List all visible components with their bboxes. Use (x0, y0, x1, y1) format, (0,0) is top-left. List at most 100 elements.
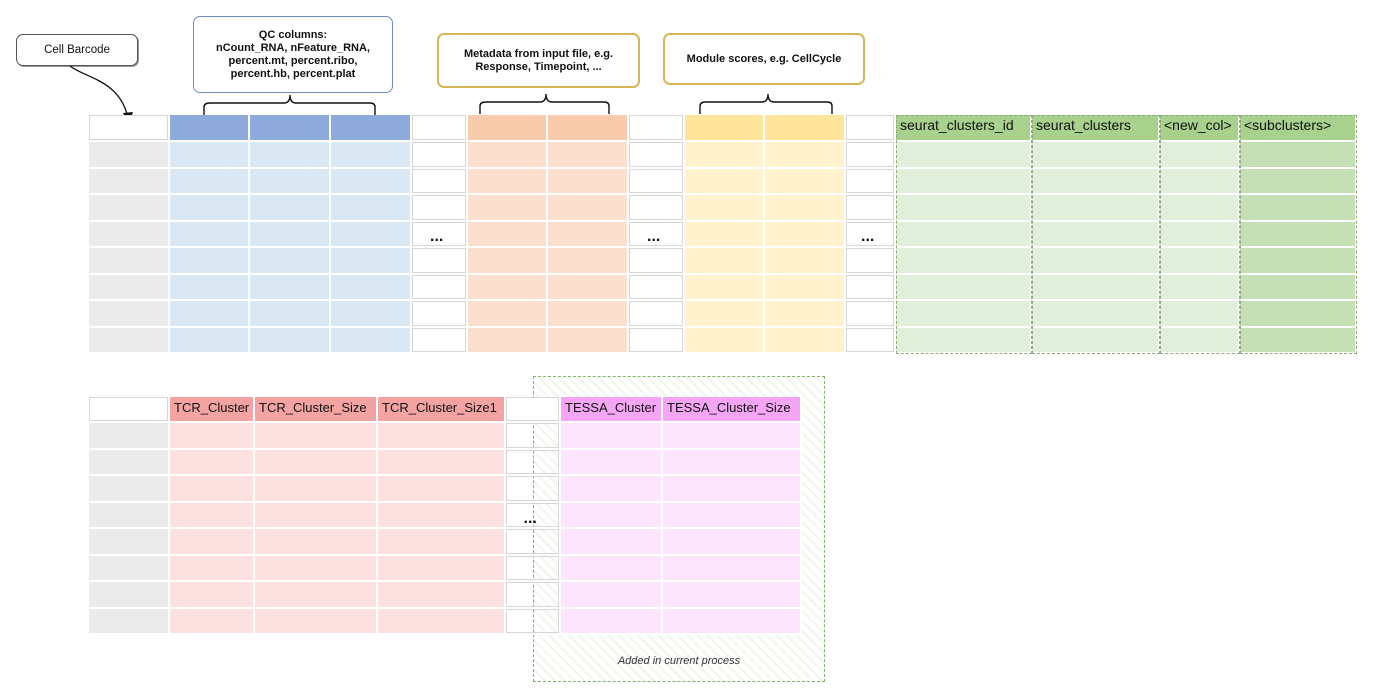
qc-line: nCount_RNA, nFeature_RNA, (215, 41, 370, 54)
column-header-label: TESSA_Cluster (565, 400, 657, 415)
table-cell (255, 449, 378, 476)
table-cell (89, 555, 170, 582)
table-cell (170, 555, 255, 582)
table-cell (506, 555, 561, 582)
table-cell (331, 168, 412, 195)
table-cell (1032, 142, 1160, 169)
table-cell (765, 221, 846, 248)
table-cell (506, 449, 561, 476)
metadata-callout: Metadata from input file, e.g. Response,… (437, 33, 640, 88)
table-cell (170, 327, 250, 354)
table-cell (896, 195, 1032, 222)
table-cell (685, 168, 765, 195)
table-cell (89, 301, 170, 328)
table-cell (1160, 221, 1240, 248)
module-scores-callout: Module scores, e.g. CellCycle (663, 33, 865, 85)
table-cell (1160, 142, 1240, 169)
table-cell (1032, 221, 1160, 248)
cell-barcode-label: Cell Barcode (44, 43, 110, 56)
table-cell (548, 221, 629, 248)
table-cell (89, 423, 170, 450)
table-cell (89, 221, 170, 248)
table-cell (250, 301, 331, 328)
seurat-clusters-col-header: seurat_clusters (1032, 115, 1160, 142)
table-cell (1160, 301, 1240, 328)
tessa-col-header: TESSA_Cluster (561, 397, 663, 423)
table-cell (846, 274, 896, 301)
table-cell (561, 449, 663, 476)
table-cell (1240, 274, 1357, 301)
metadata-line: Metadata from input file, e.g. (463, 47, 614, 60)
module-score-col-header (685, 115, 765, 142)
tcr-col-header: TCR_Cluster (170, 397, 255, 423)
tcr-col-header: TCR_Cluster_Size1 (378, 397, 506, 423)
table-cell (1240, 195, 1357, 222)
table-cell (250, 248, 331, 275)
table-cell (331, 301, 412, 328)
table-cell (170, 582, 255, 609)
qc-columns-callout: QC columns: nCount_RNA, nFeature_RNA, pe… (193, 16, 393, 93)
table-cell (663, 449, 802, 476)
table-cell (561, 502, 663, 529)
table-cell (506, 423, 561, 450)
table-cell (331, 195, 412, 222)
table-cell (1032, 168, 1160, 195)
table-cell (765, 301, 846, 328)
table-cell (685, 248, 765, 275)
ellipsis-label: ... (430, 228, 444, 245)
column-header-label: TCR_Cluster_Size1 (382, 400, 497, 415)
table-cell (765, 248, 846, 275)
table-cell (378, 608, 506, 635)
table-cell (846, 142, 896, 169)
table-cell (378, 529, 506, 556)
table-cell (629, 221, 685, 248)
table-cell (468, 221, 548, 248)
column-header-label: <subclusters> (1244, 117, 1332, 133)
subclusters-col-header: <subclusters> (1240, 115, 1357, 142)
added-in-current-process-label: Added in current process (617, 655, 741, 667)
table-cell (561, 529, 663, 556)
table-cell (685, 274, 765, 301)
table-cell (89, 608, 170, 635)
table-cell (255, 423, 378, 450)
table-cell (1240, 248, 1357, 275)
table-cell (548, 142, 629, 169)
table-cell (170, 221, 250, 248)
table-cell (89, 582, 170, 609)
table-cell (378, 476, 506, 503)
table-cell (170, 502, 255, 529)
column-header-label: TESSA_Cluster_Size (667, 400, 791, 415)
table-cell (331, 142, 412, 169)
table-cell (331, 248, 412, 275)
table-cell (506, 502, 561, 529)
table-cell (629, 168, 685, 195)
column-header-label: TCR_Cluster (174, 400, 250, 415)
table-cell (765, 195, 846, 222)
table-cell (250, 195, 331, 222)
table-cell (548, 274, 629, 301)
table-cell (255, 555, 378, 582)
table-cell (250, 327, 331, 354)
table-cell (250, 221, 331, 248)
table-cell (765, 274, 846, 301)
table-cell (378, 423, 506, 450)
table-cell (255, 476, 378, 503)
table-cell (1240, 301, 1357, 328)
table-cell (846, 301, 896, 328)
metadata-col-header (468, 115, 548, 142)
table-cell (89, 195, 170, 222)
tcr-col-header: TCR_Cluster_Size (255, 397, 378, 423)
table-cell (468, 274, 548, 301)
table-cell (255, 608, 378, 635)
table-cell (548, 301, 629, 328)
barcode-col-header (89, 115, 170, 142)
table-cell (896, 301, 1032, 328)
metadata-line: Response, Timepoint, ... (475, 60, 602, 73)
table-cell (89, 529, 170, 556)
table-cell (412, 221, 468, 248)
table-cell (1032, 301, 1160, 328)
table-cell (629, 142, 685, 169)
table-cell (170, 274, 250, 301)
table-cell (250, 142, 331, 169)
table-cell (1032, 195, 1160, 222)
